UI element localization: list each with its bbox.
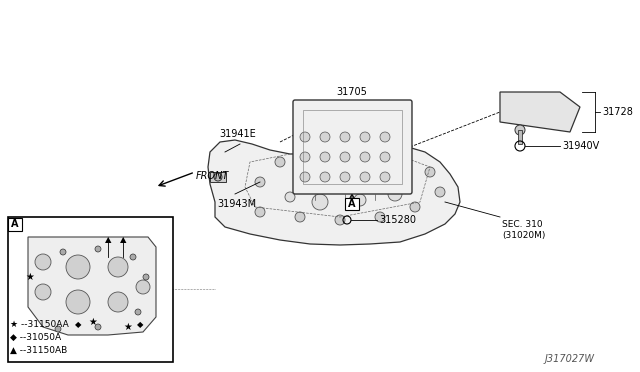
Text: ▲ --31150AB: ▲ --31150AB	[10, 346, 67, 355]
Circle shape	[136, 280, 150, 294]
Circle shape	[320, 132, 330, 142]
Polygon shape	[500, 92, 580, 132]
Circle shape	[360, 152, 370, 162]
Circle shape	[354, 194, 366, 206]
FancyBboxPatch shape	[293, 100, 412, 194]
Circle shape	[285, 192, 295, 202]
Circle shape	[66, 290, 90, 314]
Circle shape	[255, 207, 265, 217]
Circle shape	[305, 152, 315, 162]
Circle shape	[335, 215, 345, 225]
Circle shape	[410, 202, 420, 212]
Text: ◆: ◆	[137, 321, 143, 330]
Circle shape	[130, 254, 136, 260]
Circle shape	[303, 167, 317, 181]
Text: 31705: 31705	[337, 87, 367, 97]
Circle shape	[295, 212, 305, 222]
Text: ★: ★	[88, 317, 97, 327]
Bar	[303, 110, 402, 184]
Circle shape	[66, 255, 90, 279]
Bar	[8, 217, 173, 362]
Circle shape	[35, 284, 51, 300]
Circle shape	[360, 132, 370, 142]
Circle shape	[355, 149, 365, 159]
Circle shape	[300, 132, 310, 142]
Text: A: A	[348, 199, 356, 209]
Text: 31943M: 31943M	[218, 199, 257, 209]
Circle shape	[320, 172, 330, 182]
Circle shape	[425, 167, 435, 177]
Text: A: A	[12, 219, 19, 229]
Circle shape	[95, 324, 101, 330]
Circle shape	[375, 212, 385, 222]
Circle shape	[60, 249, 66, 255]
Bar	[345, 198, 359, 210]
Circle shape	[395, 152, 405, 162]
Circle shape	[340, 132, 350, 142]
Text: 31940V: 31940V	[562, 141, 599, 151]
Circle shape	[135, 309, 141, 315]
Text: SEC. 310
(31020M): SEC. 310 (31020M)	[502, 220, 545, 240]
Circle shape	[275, 157, 285, 167]
Circle shape	[35, 254, 51, 270]
Circle shape	[435, 187, 445, 197]
Circle shape	[340, 172, 350, 182]
Text: FRONT: FRONT	[196, 171, 229, 181]
Circle shape	[95, 246, 101, 252]
Circle shape	[214, 173, 222, 181]
Circle shape	[388, 187, 402, 201]
Circle shape	[320, 152, 330, 162]
Circle shape	[515, 125, 525, 135]
Text: ◆: ◆	[75, 321, 81, 330]
Circle shape	[108, 257, 128, 277]
Text: 315280: 315280	[379, 215, 416, 225]
Bar	[8, 218, 22, 231]
Circle shape	[55, 326, 61, 332]
Text: ★: ★	[26, 272, 35, 282]
Text: ▲: ▲	[105, 235, 111, 244]
Circle shape	[380, 132, 390, 142]
Text: ◆ --31050A: ◆ --31050A	[10, 333, 61, 341]
Circle shape	[108, 292, 128, 312]
Text: ★: ★	[124, 322, 132, 332]
Text: ★ --31150AA: ★ --31150AA	[10, 320, 68, 328]
Circle shape	[340, 152, 350, 162]
Circle shape	[255, 177, 265, 187]
Text: J317027W: J317027W	[545, 354, 595, 364]
Circle shape	[312, 194, 328, 210]
Bar	[518, 130, 522, 144]
Polygon shape	[208, 140, 460, 245]
Circle shape	[380, 172, 390, 182]
Circle shape	[300, 172, 310, 182]
Circle shape	[300, 152, 310, 162]
Circle shape	[360, 172, 370, 182]
Text: 31728: 31728	[602, 107, 633, 117]
Circle shape	[345, 159, 355, 169]
Circle shape	[340, 172, 360, 192]
Polygon shape	[28, 237, 156, 335]
Circle shape	[143, 274, 149, 280]
Text: ▲: ▲	[120, 235, 126, 244]
Bar	[210, 172, 226, 182]
Circle shape	[380, 152, 390, 162]
Text: 31941E: 31941E	[220, 129, 257, 139]
